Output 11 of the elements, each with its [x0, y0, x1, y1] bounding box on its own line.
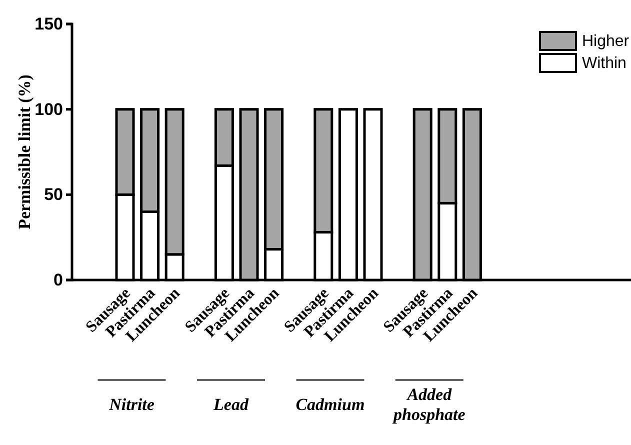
- text: Lead: [212, 395, 249, 414]
- text: Cadmium: [296, 395, 365, 414]
- y-tick-label: 0: [54, 270, 63, 290]
- text: Nitrite: [108, 395, 155, 414]
- y-tick-label: 100: [34, 100, 63, 119]
- legend-label: Higher: [582, 33, 630, 50]
- legend-label: Within: [582, 55, 626, 72]
- y-tick-label: 150: [34, 14, 63, 34]
- text: Added phosphate: [392, 385, 466, 424]
- y-tick-label: 50: [44, 185, 63, 204]
- y-axis-title: Permissible limit (%): [15, 74, 34, 230]
